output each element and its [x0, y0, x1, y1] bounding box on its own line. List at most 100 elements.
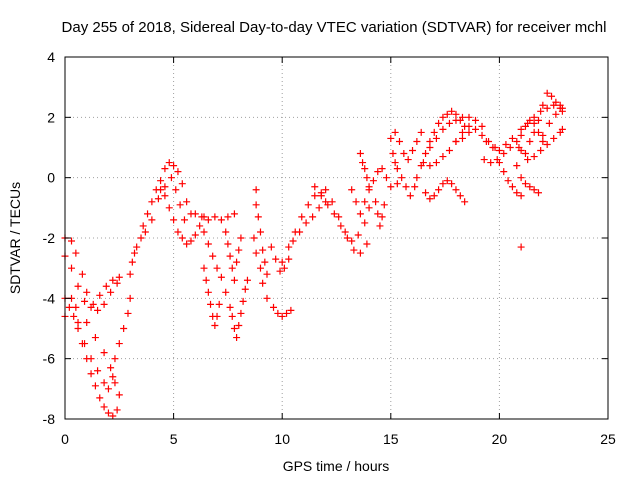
- data-point-marker: [115, 340, 123, 348]
- data-point-marker: [183, 198, 191, 206]
- data-point-marker: [409, 147, 417, 155]
- data-point-marker: [296, 228, 304, 236]
- data-point-marker: [513, 137, 521, 145]
- data-point-marker: [285, 243, 293, 251]
- data-point-marker: [161, 192, 169, 200]
- data-point-marker: [550, 134, 558, 142]
- data-point-marker: [369, 177, 377, 185]
- data-point-marker: [170, 216, 178, 224]
- data-point-marker: [448, 180, 456, 188]
- data-point-marker: [465, 122, 473, 130]
- data-point-marker: [263, 294, 271, 302]
- data-point-marker: [343, 234, 351, 242]
- data-point-marker: [524, 156, 532, 164]
- data-point-marker: [154, 195, 162, 203]
- data-point-marker: [422, 150, 430, 158]
- data-point-marker: [94, 306, 102, 314]
- data-point-marker: [139, 222, 147, 230]
- data-point-marker: [393, 180, 401, 188]
- data-point-marker: [548, 92, 556, 100]
- data-point-marker: [287, 306, 295, 314]
- data-point-marker: [259, 279, 267, 287]
- data-point-marker: [228, 264, 236, 272]
- data-point-marker: [465, 128, 473, 136]
- data-point-marker: [274, 309, 282, 317]
- data-point-marker: [167, 174, 175, 182]
- data-point-marker: [543, 140, 551, 148]
- data-point-marker: [222, 288, 230, 296]
- data-point-marker: [402, 183, 410, 191]
- data-point-marker: [530, 119, 538, 127]
- data-point-marker: [309, 213, 317, 221]
- data-point-marker: [165, 159, 173, 167]
- data-point-marker: [172, 186, 180, 194]
- data-point-marker: [272, 255, 280, 263]
- x-tick-label: 10: [274, 431, 290, 447]
- data-point-marker: [380, 201, 388, 209]
- data-point-marker: [254, 213, 262, 221]
- data-point-marker: [558, 107, 566, 115]
- data-point-marker: [311, 183, 319, 191]
- data-point-marker: [183, 240, 191, 248]
- data-point-marker: [413, 137, 421, 145]
- data-point-marker: [230, 210, 238, 218]
- data-point-marker: [526, 137, 534, 145]
- data-point-marker: [502, 140, 510, 148]
- data-point-marker: [387, 134, 395, 142]
- data-point-marker: [330, 210, 338, 218]
- data-point-marker: [239, 297, 247, 305]
- data-point-marker: [302, 219, 310, 227]
- data-point-marker: [252, 186, 260, 194]
- data-point-marker: [400, 150, 408, 158]
- data-point-marker: [237, 309, 245, 317]
- data-point-marker: [233, 258, 241, 266]
- x-tick-label: 25: [600, 431, 616, 447]
- data-point-marker: [472, 116, 480, 124]
- data-point-marker: [131, 249, 139, 257]
- data-point-marker: [365, 204, 373, 212]
- data-point-marker: [115, 391, 123, 399]
- data-point-marker: [198, 213, 206, 221]
- data-point-marker: [224, 213, 232, 221]
- data-point-marker: [508, 183, 516, 191]
- data-point-marker: [543, 104, 551, 112]
- data-point-marker: [550, 101, 558, 109]
- data-point-marker: [391, 128, 399, 136]
- data-point-marker: [458, 128, 466, 136]
- data-point-marker: [100, 379, 108, 387]
- data-point-marker: [111, 355, 119, 363]
- data-point-marker: [180, 216, 188, 224]
- data-point-marker: [270, 303, 278, 311]
- data-point-marker: [443, 177, 451, 185]
- data-point-marker: [378, 213, 386, 221]
- data-point-marker: [217, 216, 225, 224]
- data-point-marker: [487, 159, 495, 167]
- data-point-marker: [439, 180, 447, 188]
- data-point-marker: [317, 192, 325, 200]
- x-tick-label: 20: [492, 431, 508, 447]
- data-point-marker: [534, 189, 542, 197]
- data-point-marker: [230, 325, 238, 332]
- data-point-marker: [133, 243, 141, 251]
- data-point-marker: [322, 186, 330, 194]
- data-point-marker: [74, 282, 82, 290]
- data-point-marker: [363, 174, 371, 182]
- data-point-marker: [311, 192, 319, 200]
- data-point-marker: [243, 276, 251, 284]
- data-point-marker: [278, 258, 286, 266]
- data-point-marker: [94, 367, 102, 375]
- data-point-marker: [215, 300, 223, 308]
- data-point-marker: [213, 264, 221, 272]
- data-point-marker: [96, 394, 104, 402]
- data-point-marker: [435, 119, 443, 127]
- data-point-marker: [289, 237, 297, 245]
- data-point-marker: [141, 228, 149, 236]
- data-point-marker: [426, 144, 434, 151]
- data-point-marker: [530, 113, 538, 121]
- data-point-marker: [241, 285, 249, 293]
- data-point-marker: [537, 107, 545, 115]
- data-point-marker: [480, 156, 488, 164]
- x-tick-label: 5: [170, 431, 178, 447]
- data-point-marker: [213, 312, 221, 320]
- data-point-marker: [324, 201, 332, 209]
